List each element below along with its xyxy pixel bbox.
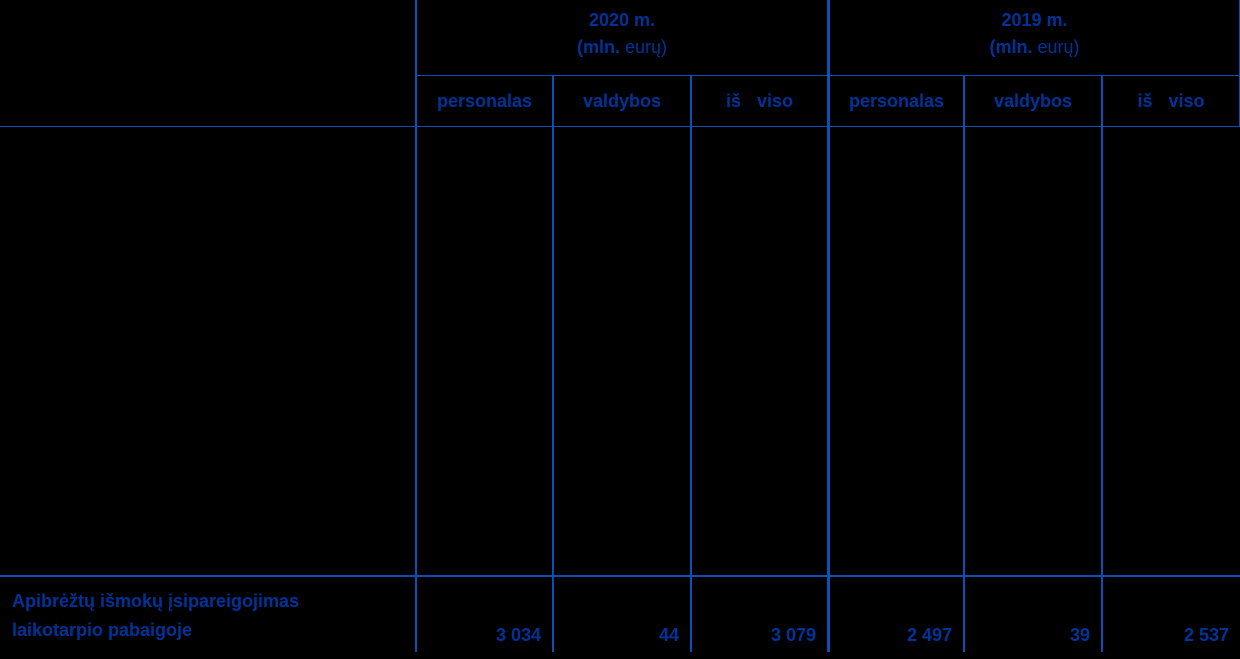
subheader-2020-is-viso: iš viso [690, 76, 827, 127]
year-unit-2019: (mln. eurų) [989, 34, 1079, 61]
value-2019-is-viso: 2 537 [1101, 577, 1240, 652]
body-cell-2020-is-viso [690, 127, 827, 577]
value-2020-valdybos: 44 [552, 577, 690, 652]
corner-spacer [0, 0, 415, 76]
body-label-column [0, 127, 415, 577]
subheader-2019-valdybos: valdybos [963, 76, 1101, 127]
year-unit-2019-prefix: (mln. [989, 36, 1033, 57]
body-cell-2019-valdybos [963, 127, 1101, 577]
subheader-2020-valdybos: valdybos [552, 76, 690, 127]
year-unit-2019-suffix: eurų) [1037, 36, 1080, 57]
value-2019-valdybos: 39 [963, 577, 1101, 652]
value-2020-personalas: 3 034 [415, 577, 552, 652]
subheader-2020-personalas: personalas [415, 76, 552, 127]
subheader-spacer [0, 76, 415, 127]
value-2020-is-viso: 3 079 [690, 577, 827, 652]
subheader-2019-is-viso: iš viso [1101, 76, 1240, 127]
year-header-2019: 2019 m. (mln. eurų) [827, 0, 1240, 76]
value-2019-personalas: 2 497 [827, 577, 963, 652]
year-title-2019: 2019 m. [1001, 9, 1068, 30]
year-unit-2020: (mln. eurų) [577, 34, 667, 61]
body-cell-2020-personalas [415, 127, 552, 577]
row-label: Apibrėžtų išmokų įsipareigojimas laikota… [0, 577, 415, 652]
year-unit-2020-suffix: eurų) [625, 36, 668, 57]
year-title-2020: 2020 m. [588, 9, 656, 30]
year-header-2020: 2020 m. (mln. eurų) [415, 0, 827, 76]
body-cell-2020-valdybos [552, 127, 690, 577]
row-label-line2: laikotarpio pabaigoje [12, 620, 193, 640]
body-cell-2019-is-viso [1101, 127, 1240, 577]
body-cell-2019-personalas [827, 127, 963, 577]
row-label-line1: Apibrėžtų išmokų įsipareigojimas [12, 591, 300, 611]
subheader-2019-personalas: personalas [827, 76, 963, 127]
year-unit-2020-prefix: (mln. [576, 36, 620, 57]
